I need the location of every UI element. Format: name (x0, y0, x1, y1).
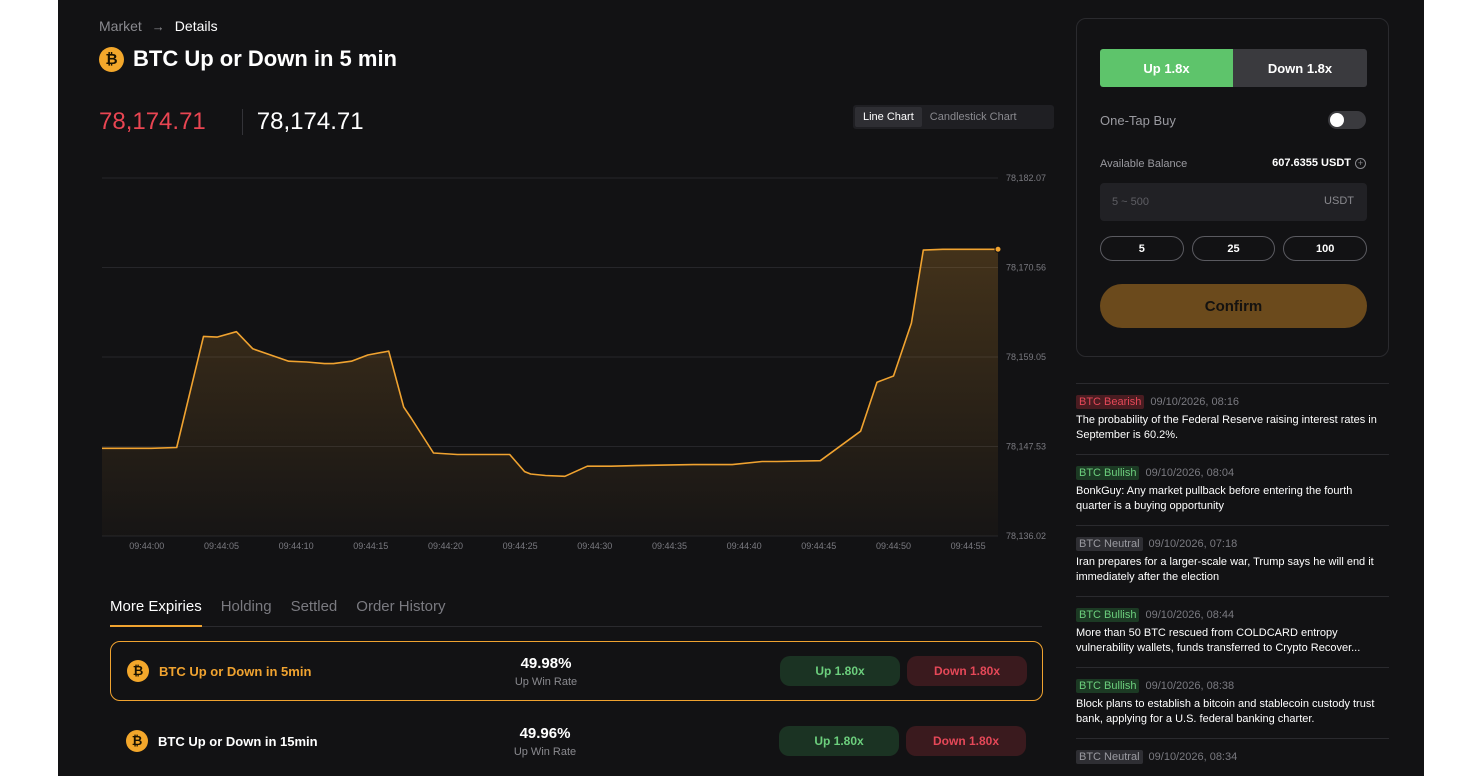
price-area-fill (102, 249, 998, 537)
news-time: 09/10/2026, 08:38 (1145, 680, 1235, 692)
price-divider (241, 109, 243, 135)
news-time: 09/10/2026, 08:44 (1145, 609, 1235, 621)
price-chart: 78,182.07 78,170.56 78,159.05 78,147.53 78,1… (102, 173, 1046, 551)
x-tick-label: 09:44:35 (652, 541, 687, 551)
quick-amount-5[interactable]: 5 (1100, 236, 1184, 261)
news-text: The probability of the Federal Reserve r… (1076, 414, 1377, 441)
amount-unit: USDT (1324, 195, 1354, 207)
sentiment-badge: BTC Neutral (1076, 750, 1143, 764)
news-item[interactable]: BTC Bullish 09/10/2026, 08:44 More than 5… (1076, 596, 1389, 667)
bitcoin-icon: ₿ (126, 730, 148, 752)
sentiment-badge: BTC Bullish (1076, 466, 1140, 480)
news-item[interactable]: BTC Bullish 09/10/2026, 08:38 Block plans… (1076, 667, 1389, 738)
breadcrumb-market-link[interactable]: Market (99, 18, 142, 34)
chart-type-toggle: Line Chart Candlestick Chart (853, 105, 1054, 129)
x-tick-label: 09:44:25 (503, 541, 538, 551)
news-time: 09/10/2026, 07:18 (1148, 538, 1238, 550)
one-tap-buy-label: One-Tap Buy (1100, 113, 1176, 128)
down-button[interactable]: Down 1.8x (1233, 49, 1367, 87)
orders-tabs: More Expiries Holding Settled Order Hist… (110, 598, 1042, 627)
expiry-down-button[interactable]: Down 1.80x (907, 656, 1027, 686)
x-tick-label: 09:44:10 (279, 541, 314, 551)
quick-amounts: 5 25 100 (1100, 236, 1368, 261)
win-rate-label: Up Win Rate (513, 745, 577, 758)
x-tick-label: 09:44:30 (577, 541, 612, 551)
news-text: Block plans to establish a bitcoin and s… (1076, 698, 1375, 725)
app-window: Market → Details ₿ BTC Up or Down in 5 m… (58, 0, 1424, 776)
news-item[interactable]: BTC Neutral 09/10/2026, 07:18 Iran prepar… (1076, 525, 1389, 596)
news-text: Iran prepares for a larger-scale war, Tr… (1076, 556, 1374, 583)
one-tap-buy-toggle[interactable] (1328, 111, 1366, 129)
x-tick-label: 09:44:50 (876, 541, 911, 551)
price-line (102, 248, 998, 478)
win-rate-value: 49.98% (520, 654, 572, 672)
y-tick-label: 78,170.56 (1006, 263, 1046, 273)
current-price: 78,174.71 (256, 108, 364, 135)
title-row: ₿ BTC Up or Down in 5 min (99, 46, 397, 72)
bitcoin-icon: ₿ (99, 46, 124, 72)
y-tick-label: 78,159.05 (1006, 352, 1046, 362)
x-tick-label: 09:44:45 (801, 541, 836, 551)
y-tick-label: 78,182.07 (1006, 173, 1046, 183)
news-time: 09/10/2026, 08:16 (1150, 396, 1240, 408)
breadcrumb: Market → Details (99, 18, 218, 34)
bitcoin-icon: ₿ (127, 660, 149, 682)
news-item[interactable]: BTC Bearish 09/10/2026, 08:16 The probabi… (1076, 383, 1389, 454)
sentiment-badge: BTC Bearish (1076, 395, 1145, 409)
expiry-row-5min[interactable]: ₿ BTC Up or Down in 5min 49.98% Up Win R… (110, 641, 1043, 701)
balance-label: Available Balance (1100, 158, 1188, 170)
win-rate-value: 49.96% (519, 724, 571, 742)
expiry-name: BTC Up or Down in 5min (159, 663, 312, 679)
y-tick-label: 78,147.53 (1006, 442, 1046, 452)
direction-toggle: Up 1.8x Down 1.8x (1100, 49, 1367, 87)
tab-settled[interactable]: Settled (290, 598, 338, 615)
quick-amount-25[interactable]: 25 (1191, 236, 1276, 261)
tab-order-history[interactable]: Order History (356, 598, 446, 615)
confirm-button[interactable]: Confirm (1100, 284, 1367, 328)
expiry-up-button[interactable]: Up 1.80x (780, 656, 900, 686)
news-feed: BTC Bearish 09/10/2026, 08:16 The probabi… (1076, 383, 1389, 776)
x-tick-label: 09:44:20 (428, 541, 463, 551)
arrow-right-icon: → (151, 18, 165, 34)
up-win-rate: 49.96% Up Win Rate (500, 725, 590, 758)
last-price-point (994, 245, 1002, 253)
expiry-down-button[interactable]: Down 1.80x (906, 726, 1026, 756)
news-time: 09/10/2026, 08:04 (1145, 467, 1235, 479)
tab-holding[interactable]: Holding (220, 598, 272, 615)
trade-panel: Up 1.8x Down 1.8x One-Tap Buy Available … (1076, 18, 1389, 357)
quick-amount-100[interactable]: 100 (1283, 236, 1368, 261)
x-tick-label: 09:44:15 (353, 541, 388, 551)
amount-input[interactable] (1100, 183, 1367, 221)
add-funds-icon[interactable]: + (1355, 157, 1366, 169)
previous-price: 78,174.71 (99, 108, 206, 135)
expiry-row-15min[interactable]: ₿ BTC Up or Down in 15min 49.96% Up Win … (110, 711, 1043, 771)
news-item[interactable]: BTC Bullish 09/10/2026, 08:04 BonkGuy: An… (1076, 454, 1389, 525)
candlestick-chart-button[interactable]: Candlestick Chart (929, 111, 1017, 123)
expiry-up-button[interactable]: Up 1.80x (779, 726, 899, 756)
price-display: 78,174.71 78,174.71 (99, 108, 364, 136)
x-tick-label: 09:44:55 (951, 541, 986, 551)
y-tick-label: 78,136.02 (1006, 531, 1046, 541)
toggle-knob (1330, 113, 1344, 127)
news-time: 09/10/2026, 08:34 (1148, 751, 1238, 763)
breadcrumb-details: Details (174, 18, 218, 34)
up-button[interactable]: Up 1.8x (1100, 49, 1233, 87)
x-tick-label: 09:44:40 (727, 541, 762, 551)
line-chart-button[interactable]: Line Chart (855, 107, 922, 127)
news-text: More than 50 BTC rescued from COLDCARD e… (1076, 627, 1361, 654)
expiry-name: BTC Up or Down in 15min (158, 733, 318, 749)
balance-value: 607.6355 USDT (1272, 157, 1351, 169)
news-text: BonkGuy: Any market pullback before ente… (1076, 485, 1353, 512)
x-tick-label: 09:44:00 (129, 541, 164, 551)
news-item[interactable]: BTC Neutral 09/10/2026, 08:34 (1076, 738, 1389, 776)
sentiment-badge: BTC Bullish (1076, 608, 1140, 622)
up-win-rate: 49.98% Up Win Rate (501, 655, 591, 688)
sentiment-badge: BTC Bullish (1076, 679, 1140, 693)
sentiment-badge: BTC Neutral (1076, 537, 1143, 551)
balance: 607.6355 USDT + (1272, 157, 1366, 169)
x-tick-label: 09:44:05 (204, 541, 239, 551)
win-rate-label: Up Win Rate (514, 675, 578, 688)
page-title: BTC Up or Down in 5 min (133, 46, 397, 71)
tab-more-expiries[interactable]: More Expiries (110, 598, 202, 627)
